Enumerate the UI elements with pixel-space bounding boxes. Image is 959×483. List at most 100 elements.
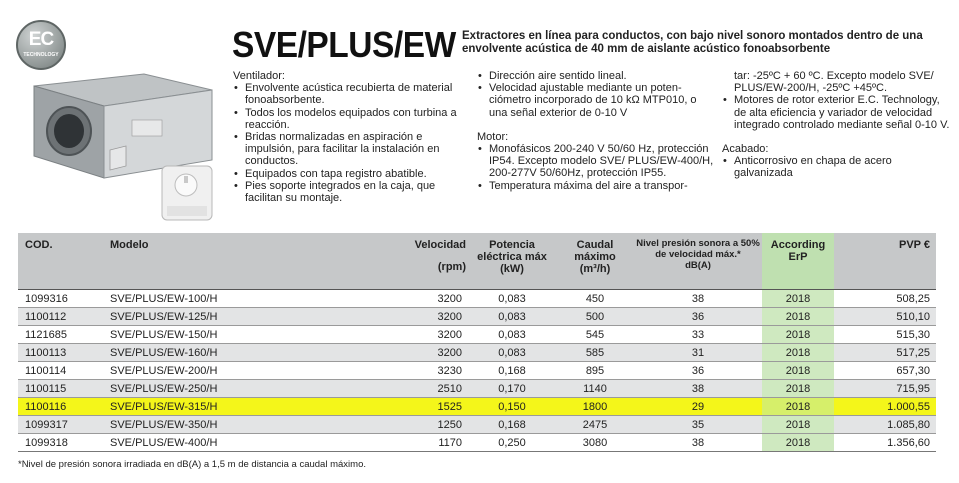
cell-velocidad: 2510 xyxy=(294,379,468,398)
cell-erp: 2018 xyxy=(762,397,834,416)
cell-velocidad: 1525 xyxy=(294,397,468,416)
cell-cod: 1099316 xyxy=(18,289,104,308)
cell-caudal: 585 xyxy=(556,343,634,362)
spec-item: Pies soporte integrados en la caja, que … xyxy=(233,180,463,204)
spec-item: Todos los modelos equipados con turbina … xyxy=(233,107,463,131)
header-caudal: Caudal máximo (m³/h) xyxy=(574,239,616,275)
table-row: 1121685 SVE/PLUS/EW-150/H 3200 0,083 545 33 20… xyxy=(18,325,936,344)
cell-pvp: 515,30 xyxy=(834,325,936,344)
spec-item-continuation: tar: -25ºC + 60 ºC. Excepto modelo SVE/ … xyxy=(734,70,934,95)
header-according-erp: According ErP xyxy=(762,233,834,290)
table-row: 1100112 SVE/PLUS/EW-125/H 3200 0,083 500 36 20… xyxy=(18,307,936,326)
cell-modelo: SVE/PLUS/EW-160/H xyxy=(104,343,294,362)
product-intro: Extractores en línea para conductos, con… xyxy=(462,30,923,55)
spec-column-acabado: tar: -25ºC + 60 ºC. Excepto modelo SVE/ … xyxy=(722,70,952,180)
spec-item: Velocidad ajustable mediante un poten-ci… xyxy=(477,82,717,119)
header-nivel: Nivel presión sonora a 50% de velocidad … xyxy=(636,238,760,271)
cell-potencia: 0,150 xyxy=(468,397,556,416)
ec-logo-subtext: TECHNOLOGY xyxy=(23,52,59,58)
spec-item: Monofásicos 200-240 V 50/60 Hz, protecci… xyxy=(477,143,717,180)
cell-velocidad: 3200 xyxy=(294,289,468,308)
cell-pvp: 508,25 xyxy=(834,289,936,308)
cell-potencia: 0,170 xyxy=(468,379,556,398)
cell-erp: 2018 xyxy=(762,325,834,344)
cell-pvp: 1.356,60 xyxy=(834,433,936,452)
section-heading-acabado: Acabado: xyxy=(722,143,769,156)
cell-potencia: 0,168 xyxy=(468,415,556,434)
cell-caudal: 1140 xyxy=(556,379,634,398)
cell-modelo: SVE/PLUS/EW-350/H xyxy=(104,415,294,434)
cell-erp: 2018 xyxy=(762,415,834,434)
footnote: *Nivel de presión sonora irradiada en dB… xyxy=(18,459,366,470)
spec-item: Motores de rotor exterior E.C. Technolog… xyxy=(722,94,952,131)
table-row: 1099317 SVE/PLUS/EW-350/H 1250 0,168 2475 35 2… xyxy=(18,415,936,434)
cell-potencia: 0,250 xyxy=(468,433,556,452)
cell-cod: 1121685 xyxy=(18,325,104,344)
spec-item: Equipados con tapa registro abatible. xyxy=(233,168,463,180)
spec-item: Envolvente acústica recubierta de materi… xyxy=(233,82,463,106)
header-potencia: Potencia eléctrica máx (kW) xyxy=(477,239,547,275)
cell-nivel: 33 xyxy=(634,325,762,344)
cell-velocidad: 3200 xyxy=(294,343,468,362)
spec-column-motor: Dirección aire sentido lineal. Velocidad… xyxy=(477,70,717,192)
table-row: 1099318 SVE/PLUS/EW-400/H 1170 0,250 3080 38 2… xyxy=(18,433,936,452)
cell-nivel: 38 xyxy=(634,379,762,398)
section-heading-motor: Motor: xyxy=(477,130,509,143)
cell-cod: 1099318 xyxy=(18,433,104,452)
cell-nivel: 35 xyxy=(634,415,762,434)
table-row: 1100115 SVE/PLUS/EW-250/H 2510 0,170 1140 38 2… xyxy=(18,379,936,398)
cell-caudal: 3080 xyxy=(556,433,634,452)
ec-technology-logo: EC TECHNOLOGY xyxy=(16,20,66,70)
cell-potencia: 0,168 xyxy=(468,361,556,380)
cell-nivel: 31 xyxy=(634,343,762,362)
cell-nivel: 36 xyxy=(634,361,762,380)
cell-modelo: SVE/PLUS/EW-150/H xyxy=(104,325,294,344)
cell-velocidad: 3230 xyxy=(294,361,468,380)
spec-item: Dirección aire sentido lineal. xyxy=(477,70,717,82)
header-modelo: Modelo xyxy=(110,239,149,251)
spec-item: Temperatura máxima del aire a transpor- xyxy=(477,180,717,192)
cell-erp: 2018 xyxy=(762,433,834,452)
product-title: SVE/PLUS/EW xyxy=(232,24,456,65)
cell-nivel: 38 xyxy=(634,433,762,452)
cell-nivel: 38 xyxy=(634,289,762,308)
cell-modelo: SVE/PLUS/EW-125/H xyxy=(104,307,294,326)
cell-erp: 2018 xyxy=(762,307,834,326)
cell-caudal: 545 xyxy=(556,325,634,344)
cell-potencia: 0,083 xyxy=(468,289,556,308)
ec-logo-text: EC xyxy=(28,29,54,50)
spec-item: Bridas normalizadas en aspiración e impu… xyxy=(233,131,463,168)
cell-potencia: 0,083 xyxy=(468,343,556,362)
header-pvp: PVP € xyxy=(899,239,930,251)
cell-velocidad: 3200 xyxy=(294,307,468,326)
cell-velocidad: 1170 xyxy=(294,433,468,452)
cell-pvp: 1.000,55 xyxy=(834,397,936,416)
cell-cod: 1099317 xyxy=(18,415,104,434)
spec-item: Anticorrosivo en chapa de acero galvaniz… xyxy=(722,155,952,179)
cell-caudal: 895 xyxy=(556,361,634,380)
cell-modelo: SVE/PLUS/EW-315/H xyxy=(104,397,294,416)
cell-cod: 1100113 xyxy=(18,343,104,362)
header-velocidad: Velocidad (rpm) xyxy=(414,239,466,273)
cell-modelo: SVE/PLUS/EW-200/H xyxy=(104,361,294,380)
cell-cod: 1100115 xyxy=(18,379,104,398)
product-photo xyxy=(33,73,213,221)
cell-erp: 2018 xyxy=(762,343,834,362)
cell-cod: 1100114 xyxy=(18,361,104,380)
cell-cod: 1100116 xyxy=(18,397,104,416)
cell-caudal: 450 xyxy=(556,289,634,308)
cell-pvp: 657,30 xyxy=(834,361,936,380)
cell-modelo: SVE/PLUS/EW-400/H xyxy=(104,433,294,452)
cell-pvp: 715,95 xyxy=(834,379,936,398)
price-table: COD. Modelo Velocidad (rpm) Potencia elé… xyxy=(18,233,936,452)
cell-erp: 2018 xyxy=(762,289,834,308)
cell-nivel: 36 xyxy=(634,307,762,326)
table-row: 1100116 SVE/PLUS/EW-315/H 1525 0,150 1800 29 2… xyxy=(18,397,936,416)
cell-erp: 2018 xyxy=(762,379,834,398)
spec-column-ventilador: Ventilador: Envolvente acústica recubier… xyxy=(233,70,463,204)
cell-caudal: 2475 xyxy=(556,415,634,434)
cell-nivel: 29 xyxy=(634,397,762,416)
cell-erp: 2018 xyxy=(762,361,834,380)
cell-velocidad: 3200 xyxy=(294,325,468,344)
header-cod: COD. xyxy=(25,239,53,251)
